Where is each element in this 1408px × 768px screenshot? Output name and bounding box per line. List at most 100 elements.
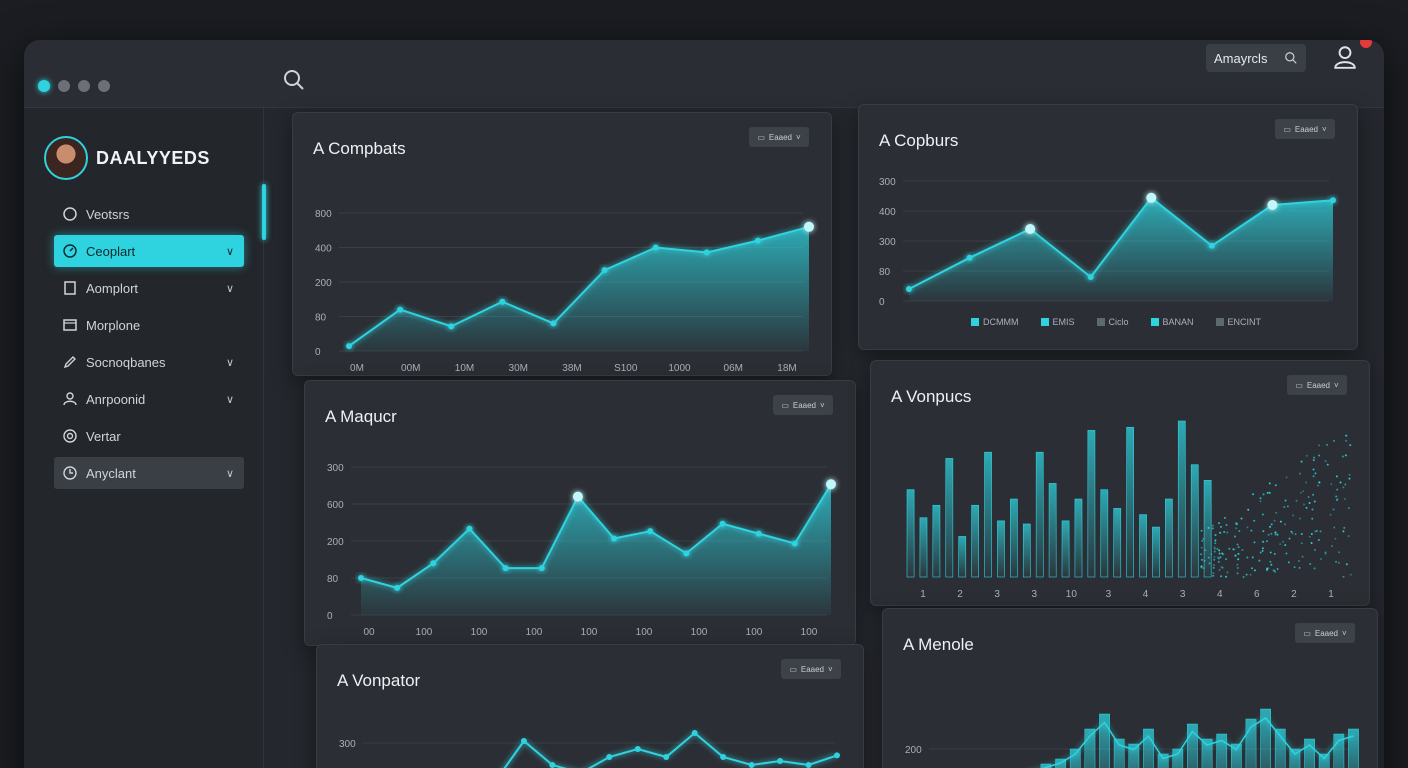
sidebar-scrollbar[interactable] (262, 184, 266, 240)
data-point[interactable] (499, 298, 506, 305)
bar[interactable] (958, 536, 967, 578)
data-point[interactable] (754, 237, 761, 244)
data-point[interactable] (663, 754, 670, 760)
sidebar-item[interactable]: Anrpoonid ∨ (54, 383, 244, 415)
data-point[interactable] (358, 575, 364, 581)
card-menu-button[interactable]: ▭ Eaaed ˅ (1295, 623, 1355, 643)
bar[interactable] (1010, 498, 1018, 578)
bar[interactable] (1069, 748, 1081, 768)
bar[interactable] (1035, 451, 1044, 578)
bar[interactable] (1304, 738, 1315, 768)
data-point[interactable] (601, 267, 608, 274)
data-point[interactable] (520, 738, 527, 744)
sidebar-item[interactable]: Vertar (54, 420, 244, 452)
sidebar-item[interactable]: Veotsrs (54, 198, 244, 230)
maximize-dot[interactable] (78, 80, 90, 92)
data-point[interactable] (1267, 200, 1278, 210)
data-point[interactable] (703, 249, 710, 256)
bar[interactable] (1333, 733, 1345, 768)
bar[interactable] (1216, 733, 1228, 768)
bar[interactable] (1245, 718, 1257, 768)
data-point[interactable] (906, 286, 912, 292)
bar[interactable] (1165, 498, 1173, 578)
bar[interactable] (1099, 713, 1110, 768)
data-point[interactable] (430, 560, 437, 567)
bar[interactable] (1084, 728, 1096, 768)
data-point[interactable] (1087, 274, 1094, 280)
data-point[interactable] (755, 530, 762, 537)
search-icon[interactable] (282, 68, 306, 92)
bar[interactable] (1074, 498, 1083, 578)
sidebar-item[interactable]: Ceoplart ∨ (54, 235, 244, 267)
avatar[interactable] (44, 136, 88, 180)
bar[interactable] (1203, 479, 1212, 578)
data-point[interactable] (805, 762, 812, 768)
bar[interactable] (1172, 748, 1184, 768)
data-point[interactable] (652, 244, 659, 251)
data-point[interactable] (397, 306, 404, 313)
user-icon[interactable] (1332, 44, 1358, 70)
bar[interactable] (997, 520, 1005, 578)
data-point[interactable] (634, 746, 641, 752)
data-point[interactable] (691, 730, 698, 736)
search-input[interactable]: Amayrcls (1206, 44, 1306, 72)
data-point[interactable] (683, 550, 690, 557)
bar[interactable] (1128, 743, 1140, 768)
sidebar-item[interactable]: Socnoqbanes ∨ (54, 346, 244, 378)
data-point[interactable] (502, 565, 509, 572)
data-point[interactable] (777, 758, 784, 764)
card-menu-button[interactable]: ▭ Eaaed ˅ (1287, 375, 1347, 395)
data-point[interactable] (606, 754, 613, 760)
bar[interactable] (932, 504, 941, 578)
data-point[interactable] (549, 762, 556, 768)
bar[interactable] (1274, 728, 1286, 768)
data-point[interactable] (1330, 197, 1336, 204)
data-point[interactable] (1146, 192, 1157, 203)
sidebar-item[interactable]: Aomplort ∨ (54, 272, 244, 304)
bar[interactable] (1190, 464, 1199, 578)
bar[interactable] (1126, 426, 1134, 578)
data-point[interactable] (647, 528, 654, 535)
data-point[interactable] (834, 752, 840, 759)
bar[interactable] (1152, 526, 1160, 578)
data-point[interactable] (1208, 242, 1215, 249)
bar[interactable] (906, 489, 915, 578)
extra-dot[interactable] (98, 80, 110, 92)
data-point[interactable] (748, 762, 755, 768)
close-dot[interactable] (38, 80, 50, 92)
bar[interactable] (1087, 430, 1096, 578)
bar[interactable] (919, 517, 928, 578)
bar[interactable] (1048, 483, 1057, 578)
data-point[interactable] (804, 221, 814, 232)
bar[interactable] (1113, 738, 1125, 768)
data-point[interactable] (826, 479, 836, 490)
bar[interactable] (945, 458, 954, 578)
bar[interactable] (1061, 520, 1070, 578)
data-point[interactable] (719, 520, 726, 527)
data-point[interactable] (966, 254, 973, 261)
data-point[interactable] (538, 565, 545, 572)
bar[interactable] (1040, 763, 1052, 768)
bar[interactable] (1143, 728, 1154, 768)
data-point[interactable] (394, 584, 401, 591)
data-point[interactable] (346, 343, 352, 350)
data-point[interactable] (611, 535, 618, 542)
data-point[interactable] (466, 525, 473, 532)
data-point[interactable] (572, 491, 583, 502)
bar[interactable] (1177, 420, 1186, 578)
bar[interactable] (1100, 489, 1109, 578)
data-point[interactable] (550, 320, 557, 327)
bar[interactable] (971, 504, 979, 578)
data-point[interactable] (448, 323, 455, 330)
bar[interactable] (1260, 708, 1271, 768)
bar[interactable] (1157, 753, 1169, 768)
bar[interactable] (1289, 748, 1301, 768)
bar[interactable] (1187, 723, 1198, 768)
bar[interactable] (1230, 743, 1242, 768)
sidebar-item[interactable]: Anyclant ∨ (54, 457, 244, 489)
data-point[interactable] (791, 540, 798, 547)
data-point[interactable] (720, 754, 727, 760)
sidebar-item[interactable]: Morplone (54, 309, 244, 341)
bar[interactable] (1201, 738, 1213, 768)
bar[interactable] (984, 451, 992, 578)
